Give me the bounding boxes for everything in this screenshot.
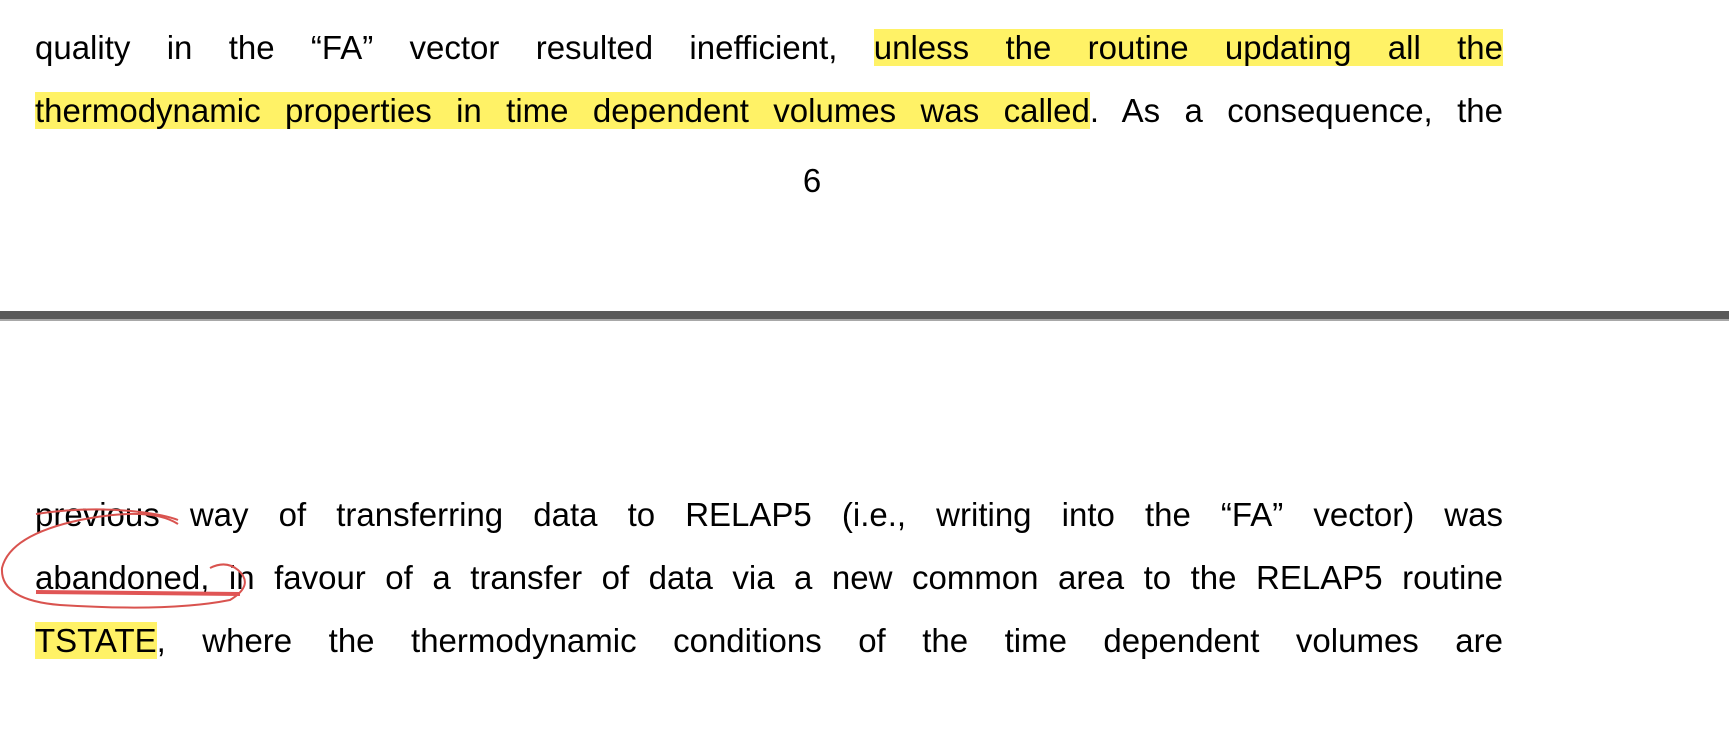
text-line: abandoned, in favour of a transfer of da… <box>35 556 1503 600</box>
text: . As a consequence, the <box>1089 92 1503 129</box>
page-number: 6 <box>802 162 822 199</box>
text: , where the thermodynamic conditions of … <box>156 622 1503 659</box>
highlight: thermodynamic properties in time depende… <box>35 92 1090 129</box>
text-line: TSTATE, where the thermodynamic conditio… <box>35 619 1503 663</box>
page-separator <box>0 311 1729 321</box>
struck-text: previous <box>35 496 160 533</box>
text: way of transferring data to RELAP5 (i.e.… <box>189 496 1503 533</box>
highlight: unless the routine updating all the <box>873 29 1503 66</box>
text: , in favour of a transfer of data via a … <box>200 559 1503 596</box>
text-line: thermodynamic properties in time depende… <box>35 89 1503 133</box>
circled-text: abandoned <box>35 559 201 596</box>
text-line: previous way of transferring data to REL… <box>35 493 1503 537</box>
highlight: TSTATE <box>35 622 157 659</box>
text-line: quality in the “FA” vector resulted inef… <box>35 26 1503 70</box>
text: quality in the “FA” vector resulted inef… <box>35 29 838 66</box>
